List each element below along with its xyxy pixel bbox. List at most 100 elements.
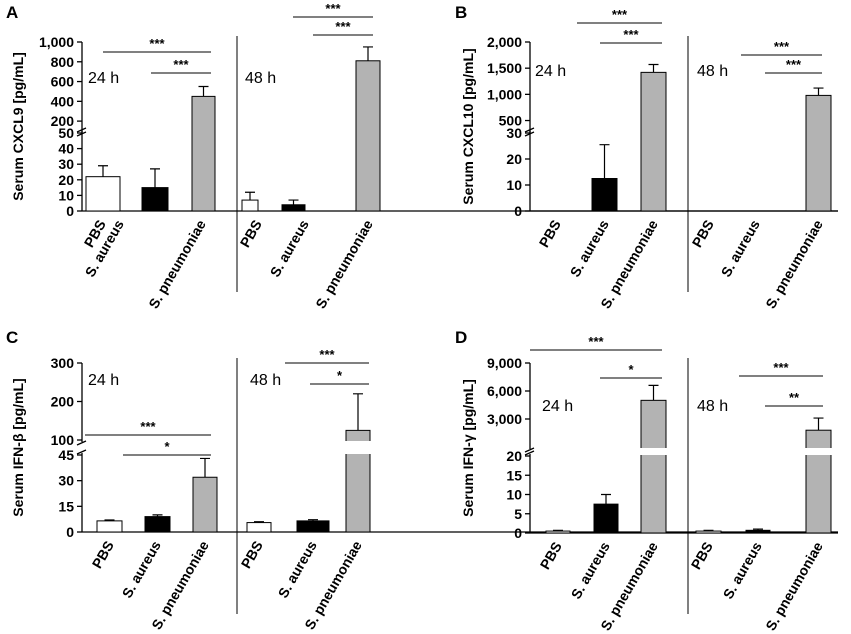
time-label: 48 h (245, 70, 276, 87)
axis-break-mark (524, 450, 535, 456)
y-tick-label: 20 (506, 151, 522, 167)
y-tick-label: 15 (58, 498, 74, 514)
y-tick-label: 6,000 (487, 383, 522, 399)
category-label: PBS (238, 538, 266, 571)
y-tick-label: 3,000 (487, 411, 522, 427)
significance-label: *** (588, 334, 604, 349)
error-bar (200, 457, 210, 478)
bar-break-gap (345, 441, 371, 454)
y-axis-label: Serum IFN-β [pg/mL] (10, 378, 26, 516)
panel-letter: C (6, 328, 18, 347)
bar (355, 60, 381, 212)
significance-label: * (628, 362, 634, 377)
category-label: S. aureus (119, 538, 164, 601)
panel-letter: D (455, 328, 467, 347)
time-label: 24 h (535, 63, 566, 80)
significance-label: *** (319, 347, 335, 362)
time-label: 24 h (542, 398, 573, 415)
y-tick-label: 10 (506, 487, 522, 503)
category-label: S. aureus (275, 538, 320, 601)
bar (545, 530, 571, 534)
panel-D: D Serum IFN-γ [pg/mL] 0 5 10 15 20 3,000 6,000 9,… (455, 328, 838, 633)
time-label: 24 h (88, 70, 119, 87)
y-tick-label: 0 (514, 525, 522, 541)
category-label: PBS (237, 217, 265, 250)
error-bar (245, 191, 255, 201)
category-label: PBS (89, 538, 117, 571)
significance-label: * (164, 439, 170, 454)
y-tick-label: 1,000 (39, 34, 74, 50)
error-bar (150, 168, 160, 188)
category-label: S. aureus (267, 217, 312, 280)
bar (85, 176, 121, 212)
y-axis-label: Serum CXCL10 [pg/mL] (460, 48, 476, 204)
y-tick-label: 40 (58, 141, 74, 157)
y-tick-label: 400 (51, 93, 75, 109)
category-label: PBS (536, 217, 564, 250)
bar (141, 187, 169, 212)
bar (805, 94, 832, 212)
y-axis-label: Serum CXCL9 [pg/mL] (10, 52, 26, 201)
error-bar (648, 384, 659, 401)
y-tick-label: 2,000 (487, 34, 522, 50)
panel-letter: A (6, 3, 18, 22)
y-tick-label: 10 (506, 177, 522, 193)
axis-break-mark (524, 127, 535, 133)
bar (591, 178, 618, 212)
significance-label: *** (623, 27, 639, 42)
y-tick-label: 9,000 (487, 355, 522, 371)
category-label: S. aureus (568, 539, 613, 602)
error-bar (98, 165, 108, 177)
y-tick-label: 30 (506, 125, 522, 141)
error-bar (599, 144, 610, 179)
significance-label: ** (789, 390, 800, 405)
y-tick-label: 200 (51, 113, 75, 129)
axis-break-mark (76, 449, 87, 455)
error-bar (813, 417, 824, 431)
significance-label: *** (325, 1, 341, 16)
panel-letter: B (455, 3, 467, 22)
significance-label: *** (140, 419, 156, 434)
bar (745, 529, 771, 534)
axis-break-mark (76, 131, 87, 137)
significance-label: *** (774, 39, 790, 54)
time-label: 48 h (697, 398, 728, 415)
error-bar (753, 528, 763, 531)
error-bar (813, 87, 824, 96)
y-tick-label: 20 (58, 172, 74, 188)
error-bar (553, 529, 563, 532)
y-tick-label: 0 (514, 203, 522, 219)
significance-label: *** (612, 7, 628, 22)
error-bar (104, 519, 115, 521)
error-bar (152, 514, 163, 517)
y-tick-label: 500 (499, 113, 523, 129)
y-tick-label: 1,000 (487, 86, 522, 102)
category-label: PBS (688, 539, 716, 572)
bar (640, 399, 667, 534)
y-tick-label: 30 (58, 473, 74, 489)
time-label: 24 h (88, 372, 119, 389)
error-bar (363, 46, 373, 61)
bar (192, 476, 218, 533)
bar-break-gap (805, 448, 832, 455)
y-tick-label: 5 (514, 506, 522, 522)
bar (96, 520, 123, 533)
bar (695, 530, 722, 534)
category-label: S. aureus (720, 539, 765, 602)
y-tick-label: 0 (66, 524, 74, 540)
y-tick-label: 20 (506, 448, 522, 464)
category-label: PBS (689, 217, 717, 250)
y-axis-label: Serum IFN-γ [pg/mL] (460, 379, 476, 517)
axis-break-mark (76, 127, 87, 133)
significance-label: *** (173, 57, 189, 72)
axis-break-mark (524, 131, 535, 137)
y-tick-label: 50 (58, 125, 74, 141)
y-tick-label: 15 (506, 467, 522, 483)
time-label: 48 h (250, 372, 281, 389)
significance-label: *** (786, 57, 802, 72)
error-bar (353, 393, 363, 431)
